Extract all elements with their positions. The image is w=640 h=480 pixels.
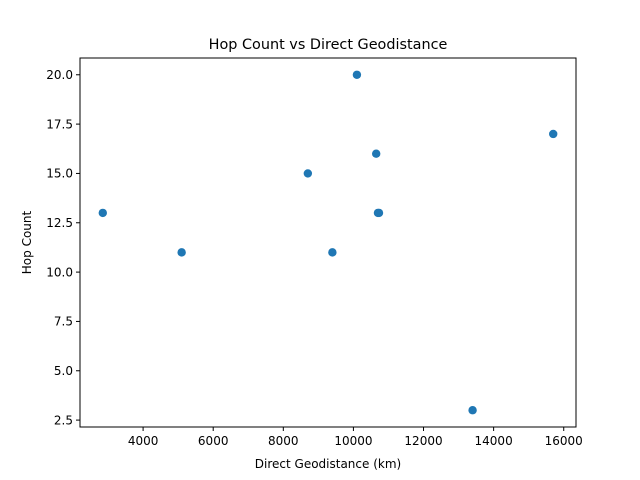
x-axis-ticks: 4000 6000 8000 10000 12000 14000 16000 — [128, 427, 583, 448]
x-tick-label: 6000 — [198, 434, 229, 448]
y-tick-label: 2.5 — [54, 413, 73, 427]
scatter-point — [549, 129, 558, 139]
scatter-point — [374, 208, 384, 218]
scatter-point — [303, 169, 313, 178]
y-tick-label: 12.5 — [46, 216, 73, 230]
plot-frame — [79, 57, 577, 428]
x-tick-label: 14000 — [475, 434, 513, 448]
y-tick-label: 7.5 — [54, 315, 73, 329]
x-tick-label: 10000 — [334, 434, 372, 448]
points-layer — [98, 70, 558, 415]
x-axis-label: Direct Geodistance (km) — [255, 457, 401, 471]
scatter-point — [468, 406, 477, 415]
y-tick-label: 10.0 — [46, 265, 73, 279]
chart-title: Hop Count vs Direct Geodistance — [209, 37, 448, 53]
y-tick-label: 17.5 — [46, 117, 73, 131]
x-tick-label: 12000 — [404, 434, 442, 448]
y-tick-label: 15.0 — [46, 167, 73, 181]
scatter-point — [328, 248, 337, 257]
y-tick-label: 5.0 — [54, 364, 73, 378]
scatter-point — [98, 208, 107, 218]
x-tick-label: 4000 — [128, 434, 159, 448]
x-tick-label: 8000 — [268, 434, 299, 448]
y-tick-label: 20.0 — [46, 68, 73, 82]
scatter-point — [352, 70, 362, 79]
y-axis-label: Hop Count — [20, 210, 34, 274]
scatter-point — [371, 149, 381, 158]
plot-area-background — [80, 58, 576, 427]
scatter-point — [177, 248, 186, 257]
x-tick-label: 16000 — [545, 434, 583, 448]
y-axis-ticks: 2.5 5.0 7.5 10.0 12.5 15.0 17.5 20.0 — [46, 68, 80, 427]
